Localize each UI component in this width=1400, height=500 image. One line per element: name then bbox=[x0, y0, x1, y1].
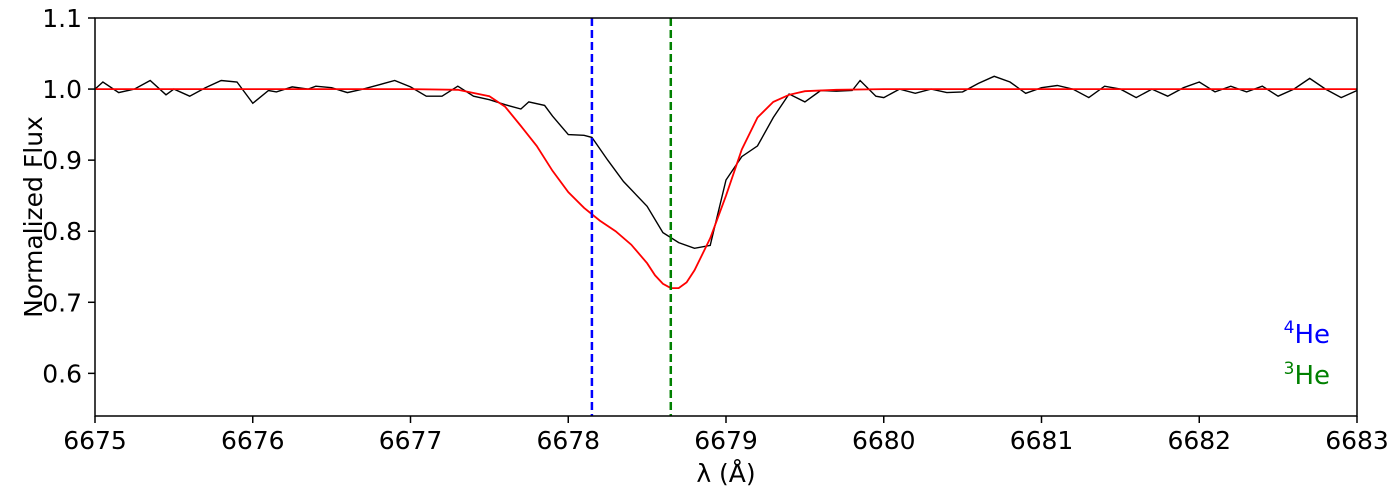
y-tick-label: 0.6 bbox=[42, 359, 82, 388]
x-tick-label: 6683 bbox=[1325, 426, 1389, 455]
plot-frame bbox=[94, 17, 1358, 417]
y-tick-label: 0.9 bbox=[42, 146, 82, 175]
x-tick-label: 6677 bbox=[379, 426, 443, 455]
x-tick-label: 6675 bbox=[63, 426, 127, 455]
y-tick-label: 1.0 bbox=[42, 75, 82, 104]
legend-superscript: 4 bbox=[1284, 318, 1295, 338]
legend-superscript: 3 bbox=[1284, 359, 1295, 379]
legend-label: He bbox=[1294, 361, 1330, 391]
x-tick-label: 6681 bbox=[1010, 426, 1074, 455]
x-axis: 6675 6676 6677 6678 6679 6680 6681 6682 6683 bbox=[63, 416, 1389, 455]
x-tick-label: 6682 bbox=[1167, 426, 1231, 455]
x-tick-label: 6680 bbox=[852, 426, 916, 455]
y-axis-title: Normalized Flux bbox=[19, 116, 48, 318]
legend-label: He bbox=[1294, 320, 1330, 350]
plot-area bbox=[94, 75, 1358, 289]
x-tick-label: 6679 bbox=[694, 426, 758, 455]
y-tick-label: 1.1 bbox=[42, 4, 82, 33]
x-tick-label: 6676 bbox=[221, 426, 285, 455]
x-tick-label: 6678 bbox=[536, 426, 600, 455]
y-axis: 0.6 0.7 0.8 0.9 1.0 1.1 bbox=[42, 4, 95, 388]
series-line-1 bbox=[95, 88, 1357, 289]
reference-lines bbox=[590, 18, 673, 416]
legend-entry-0: 4He bbox=[1284, 318, 1330, 350]
y-tick-label: 0.8 bbox=[42, 217, 82, 246]
x-axis-title: λ (Å) bbox=[696, 459, 755, 488]
series-line-0 bbox=[94, 75, 1358, 250]
legend-entry-1: 3He bbox=[1284, 359, 1330, 391]
y-tick-label: 0.7 bbox=[42, 288, 82, 317]
